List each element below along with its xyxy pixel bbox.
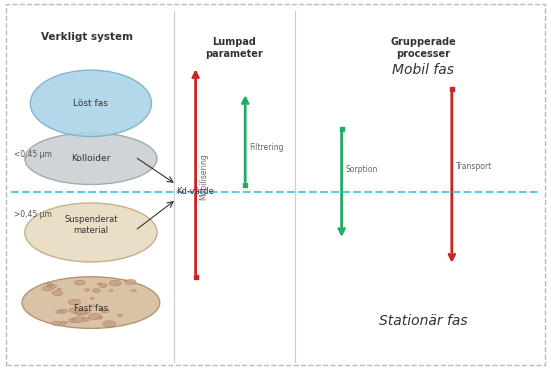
Ellipse shape [90,298,94,299]
Ellipse shape [99,283,107,287]
Ellipse shape [74,310,83,314]
Text: Verkligt system: Verkligt system [41,32,133,42]
Ellipse shape [109,280,121,286]
Text: Grupperade
processer: Grupperade processer [390,37,456,59]
Ellipse shape [30,70,152,137]
Ellipse shape [22,277,160,328]
Text: Löst fas: Löst fas [73,99,109,108]
Ellipse shape [101,309,110,313]
Ellipse shape [69,308,79,313]
Ellipse shape [25,203,157,262]
Ellipse shape [69,318,79,323]
Ellipse shape [57,288,61,290]
Ellipse shape [84,289,90,291]
Ellipse shape [103,321,116,327]
Text: Stationär fas: Stationär fas [379,314,467,328]
Ellipse shape [91,305,95,307]
Ellipse shape [131,289,137,292]
Text: Filtrering: Filtrering [249,143,284,152]
Ellipse shape [92,289,100,293]
Text: Transport: Transport [456,162,492,170]
Ellipse shape [59,309,67,313]
Ellipse shape [75,310,87,315]
Ellipse shape [98,283,101,285]
Ellipse shape [89,314,101,320]
Ellipse shape [100,309,104,311]
Ellipse shape [47,284,57,289]
Ellipse shape [52,291,63,296]
Ellipse shape [25,133,157,184]
Ellipse shape [80,310,90,314]
Text: Mobilisering: Mobilisering [199,154,208,200]
Text: Suspenderat
material: Suspenderat material [64,215,118,235]
Ellipse shape [118,314,123,317]
Text: Mobil fas: Mobil fas [392,63,454,77]
Text: >0,45 μm: >0,45 μm [14,210,52,218]
Ellipse shape [97,317,102,319]
Ellipse shape [99,316,102,318]
Text: Kd-värde: Kd-värde [176,187,214,196]
Ellipse shape [42,286,52,291]
Ellipse shape [68,299,80,305]
Ellipse shape [74,280,85,285]
Text: Kolloider: Kolloider [71,154,111,163]
Ellipse shape [47,283,53,286]
Ellipse shape [82,317,90,321]
Text: Fast fas: Fast fas [74,304,108,313]
Ellipse shape [125,279,136,284]
Text: Sorption: Sorption [345,165,378,174]
Ellipse shape [56,310,63,313]
Ellipse shape [73,317,84,323]
Ellipse shape [52,321,61,325]
Text: Lumpad
parameter: Lumpad parameter [206,37,263,59]
Ellipse shape [109,290,113,292]
Ellipse shape [61,321,67,324]
Text: <0,45 μm: <0,45 μm [14,151,52,159]
